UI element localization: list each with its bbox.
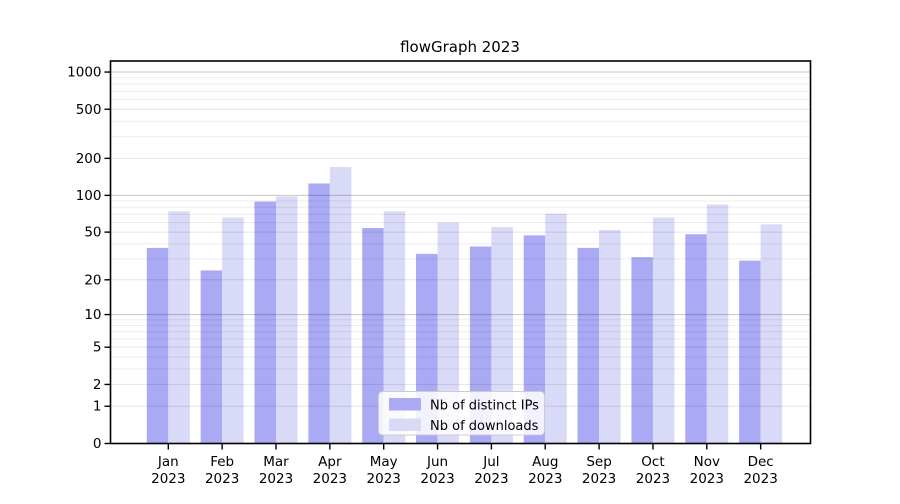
bar-nb-of-distinct-ips-may-2023 — [362, 228, 384, 444]
legend: Nb of distinct IPs Nb of downloads — [378, 391, 545, 436]
bar-nb-of-downloads-jun-2023 — [437, 222, 460, 444]
bar-nb-of-distinct-ips-nov-2023 — [685, 234, 707, 444]
bar-nb-of-distinct-ips-feb-2023 — [200, 270, 223, 444]
y-tick-label: 5 — [93, 340, 102, 356]
x-tick-label: Jul 2023 — [474, 454, 508, 487]
bar-nb-of-downloads-aug-2023 — [545, 213, 567, 444]
y-tick-label: 500 — [76, 102, 102, 118]
legend-swatch-distinct-ips — [389, 398, 421, 411]
bar-nb-of-downloads-dec-2023 — [760, 224, 783, 444]
y-tick-label: 1 — [93, 399, 102, 415]
bar-nb-of-distinct-ips-mar-2023 — [254, 201, 276, 444]
legend-label-distinct-ips: Nb of distinct IPs — [430, 399, 539, 414]
x-tick-label: Oct 2023 — [636, 454, 670, 487]
bar-nb-of-downloads-apr-2023 — [329, 167, 352, 444]
chart-title: flowGraph 2023 — [400, 38, 520, 56]
bar-nb-of-distinct-ips-apr-2023 — [308, 183, 330, 444]
x-tick-label: May 2023 — [367, 454, 401, 487]
y-tick-label: 2 — [93, 377, 102, 393]
legend-label-downloads: Nb of downloads — [430, 419, 539, 434]
x-tick-label: Sep 2023 — [582, 454, 616, 487]
y-tick-label: 0 — [93, 436, 102, 452]
y-tick-label: 50 — [84, 225, 101, 241]
x-tick-label: Dec 2023 — [743, 454, 777, 487]
bar-nb-of-downloads-sep-2023 — [599, 230, 621, 444]
bar-nb-of-distinct-ips-dec-2023 — [739, 260, 761, 444]
y-tick-label: 10 — [84, 307, 101, 323]
x-tick-label: Mar 2023 — [259, 454, 293, 487]
x-tick-label: Nov 2023 — [690, 454, 724, 487]
bar-nb-of-downloads-may-2023 — [383, 211, 406, 444]
bar-nb-of-downloads-jan-2023 — [168, 211, 190, 444]
bar-nb-of-downloads-mar-2023 — [276, 196, 298, 444]
bar-nb-of-downloads-nov-2023 — [706, 204, 729, 444]
y-tick-label: 1000 — [67, 65, 101, 81]
x-tick-label: Aug 2023 — [528, 454, 562, 487]
x-tick-label: Jan 2023 — [151, 454, 185, 487]
x-tick-label: Jun 2023 — [420, 454, 454, 487]
bar-nb-of-downloads-oct-2023 — [652, 217, 675, 444]
bar-nb-of-distinct-ips-sep-2023 — [577, 247, 600, 444]
y-tick-label: 100 — [76, 188, 102, 204]
x-tick-label: Apr 2023 — [313, 454, 347, 487]
bar-nb-of-downloads-jul-2023 — [491, 227, 513, 444]
y-tick-label: 20 — [84, 272, 101, 288]
x-tick-label: Feb 2023 — [205, 454, 239, 487]
bar-nb-of-distinct-ips-jan-2023 — [146, 247, 169, 444]
plot-border — [109, 60, 812, 445]
y-tick-label: 200 — [76, 151, 102, 167]
bar-nb-of-downloads-feb-2023 — [222, 217, 244, 444]
bar-nb-of-distinct-ips-oct-2023 — [631, 257, 653, 444]
legend-swatch-downloads — [389, 418, 421, 431]
